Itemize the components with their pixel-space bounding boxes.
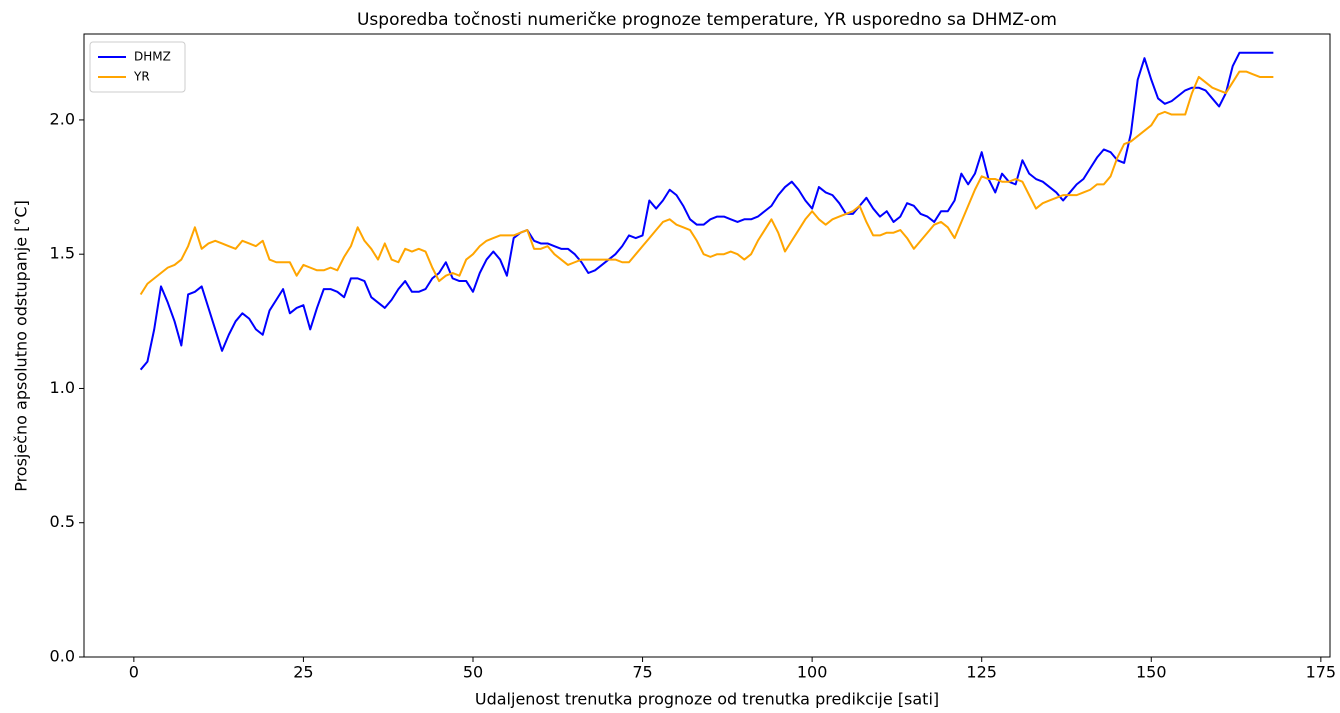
x-tick-label: 50 bbox=[463, 663, 483, 682]
x-tick-label: 175 bbox=[1306, 663, 1337, 682]
y-axis-label: Prosječno apsolutno odstupanje [°C] bbox=[12, 200, 31, 492]
x-tick-label: 25 bbox=[293, 663, 313, 682]
y-tick-label: 1.5 bbox=[50, 244, 75, 263]
plot-frame bbox=[83, 33, 1331, 658]
x-tick-label: 0 bbox=[129, 663, 139, 682]
x-tick-label: 100 bbox=[797, 663, 828, 682]
y-tick-label: 0.5 bbox=[50, 512, 75, 531]
chart-title: Usporedba točnosti numeričke prognoze te… bbox=[357, 10, 1057, 30]
y-tick-label: 1.0 bbox=[50, 378, 75, 397]
x-axis-label: Udaljenost trenutka prognoze od trenutka… bbox=[475, 690, 939, 709]
x-tick-label: 125 bbox=[966, 663, 997, 682]
legend-label: DHMZ bbox=[134, 50, 171, 64]
legend-label: YR bbox=[133, 70, 150, 84]
line-series bbox=[139, 70, 1274, 296]
x-tick-label: 75 bbox=[632, 663, 652, 682]
y-tick-label: 0.0 bbox=[50, 647, 75, 666]
y-tick-label: 2.0 bbox=[50, 109, 75, 128]
legend-box bbox=[89, 41, 186, 93]
line-series bbox=[139, 51, 1274, 371]
x-tick-label: 150 bbox=[1136, 663, 1167, 682]
